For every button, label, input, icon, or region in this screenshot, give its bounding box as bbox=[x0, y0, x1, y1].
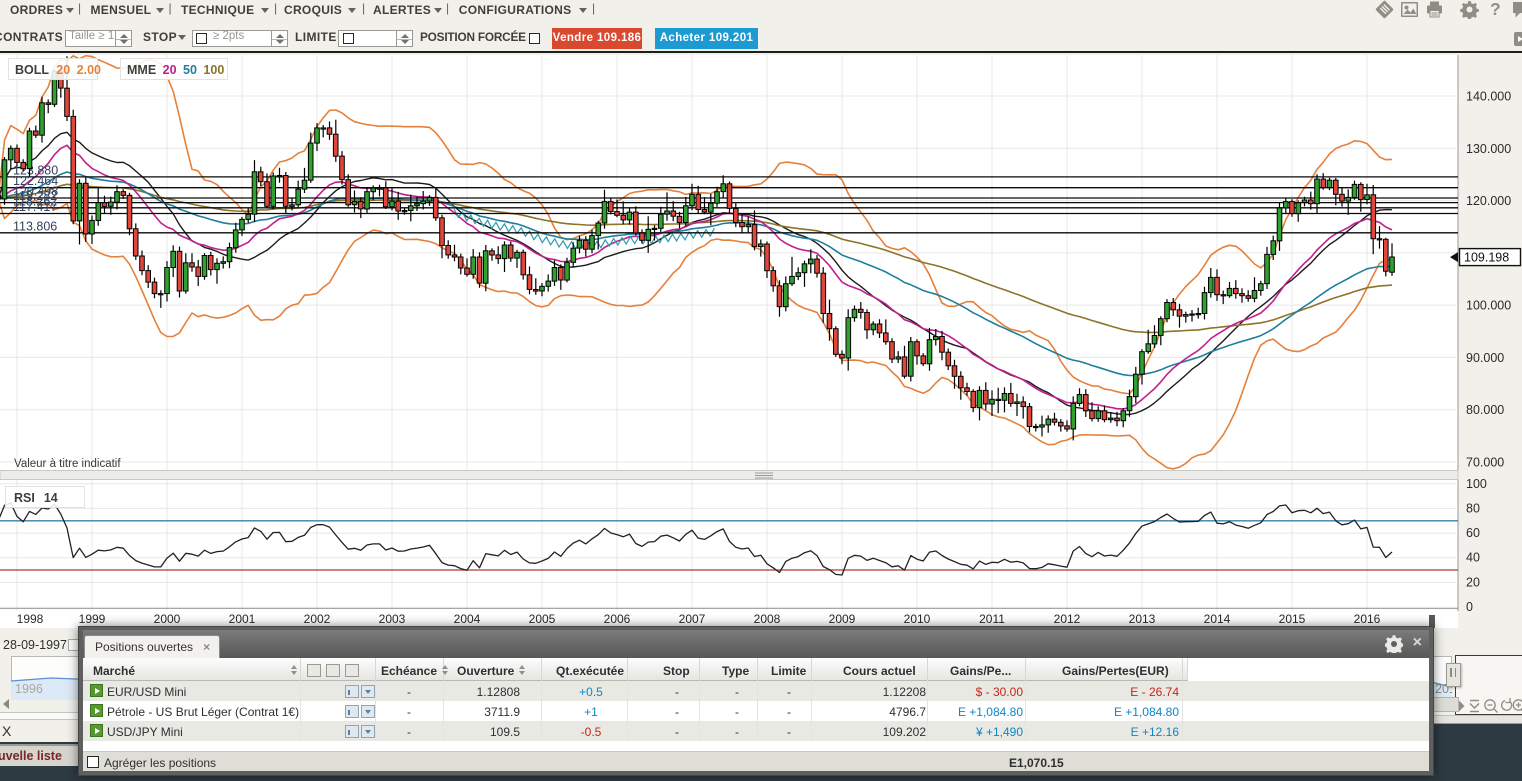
svg-text:118.262: 118.262 bbox=[13, 194, 57, 208]
svg-text:130.000: 130.000 bbox=[1466, 142, 1511, 156]
svg-text:100.000: 100.000 bbox=[1466, 299, 1511, 313]
svg-text:2000: 2000 bbox=[154, 612, 181, 626]
svg-text:2003: 2003 bbox=[379, 612, 406, 626]
svg-text:40: 40 bbox=[1466, 551, 1480, 565]
svg-text:2016: 2016 bbox=[1354, 612, 1381, 626]
svg-text:2008: 2008 bbox=[754, 612, 781, 626]
svg-text:119.282: 119.282 bbox=[13, 189, 57, 203]
svg-text:2014: 2014 bbox=[1204, 612, 1231, 626]
svg-text:2002: 2002 bbox=[304, 612, 331, 626]
svg-text:120.000: 120.000 bbox=[1466, 194, 1511, 208]
svg-text:60: 60 bbox=[1466, 526, 1480, 540]
svg-text:20: 20 bbox=[1466, 575, 1480, 589]
svg-text:1996: 1996 bbox=[15, 682, 43, 696]
svg-text:2010: 2010 bbox=[904, 612, 931, 626]
svg-text:113.806: 113.806 bbox=[13, 219, 57, 233]
svg-text:2006: 2006 bbox=[604, 612, 631, 626]
svg-text:2009: 2009 bbox=[829, 612, 856, 626]
svg-text:?: ? bbox=[1490, 0, 1501, 19]
svg-text:2012: 2012 bbox=[1054, 612, 1081, 626]
svg-text:90.000: 90.000 bbox=[1466, 351, 1504, 365]
svg-text:120.498: 120.498 bbox=[13, 185, 58, 199]
svg-text:2001: 2001 bbox=[229, 612, 256, 626]
svg-text:140.000: 140.000 bbox=[1466, 90, 1511, 104]
svg-text:2004: 2004 bbox=[454, 612, 481, 626]
svg-text:80.000: 80.000 bbox=[1466, 403, 1504, 417]
svg-text:1998: 1998 bbox=[17, 612, 44, 626]
svg-text:2013: 2013 bbox=[1129, 612, 1156, 626]
svg-text:122.464: 122.464 bbox=[13, 174, 58, 188]
svg-text:100: 100 bbox=[1466, 477, 1487, 491]
svg-text:2005: 2005 bbox=[529, 612, 556, 626]
svg-text:70.000: 70.000 bbox=[1466, 456, 1504, 470]
svg-text:1999: 1999 bbox=[79, 612, 106, 626]
svg-text:2011: 2011 bbox=[979, 612, 1005, 626]
svg-text:2007: 2007 bbox=[679, 612, 706, 626]
svg-text:0: 0 bbox=[1466, 600, 1473, 614]
svg-text:Valeur à titre indicatif: Valeur à titre indicatif bbox=[14, 458, 121, 470]
svg-text:2015: 2015 bbox=[1279, 612, 1306, 626]
svg-text:80: 80 bbox=[1466, 501, 1480, 515]
svg-text:117.417: 117.417 bbox=[13, 200, 57, 214]
svg-text:109.198: 109.198 bbox=[1464, 251, 1509, 265]
